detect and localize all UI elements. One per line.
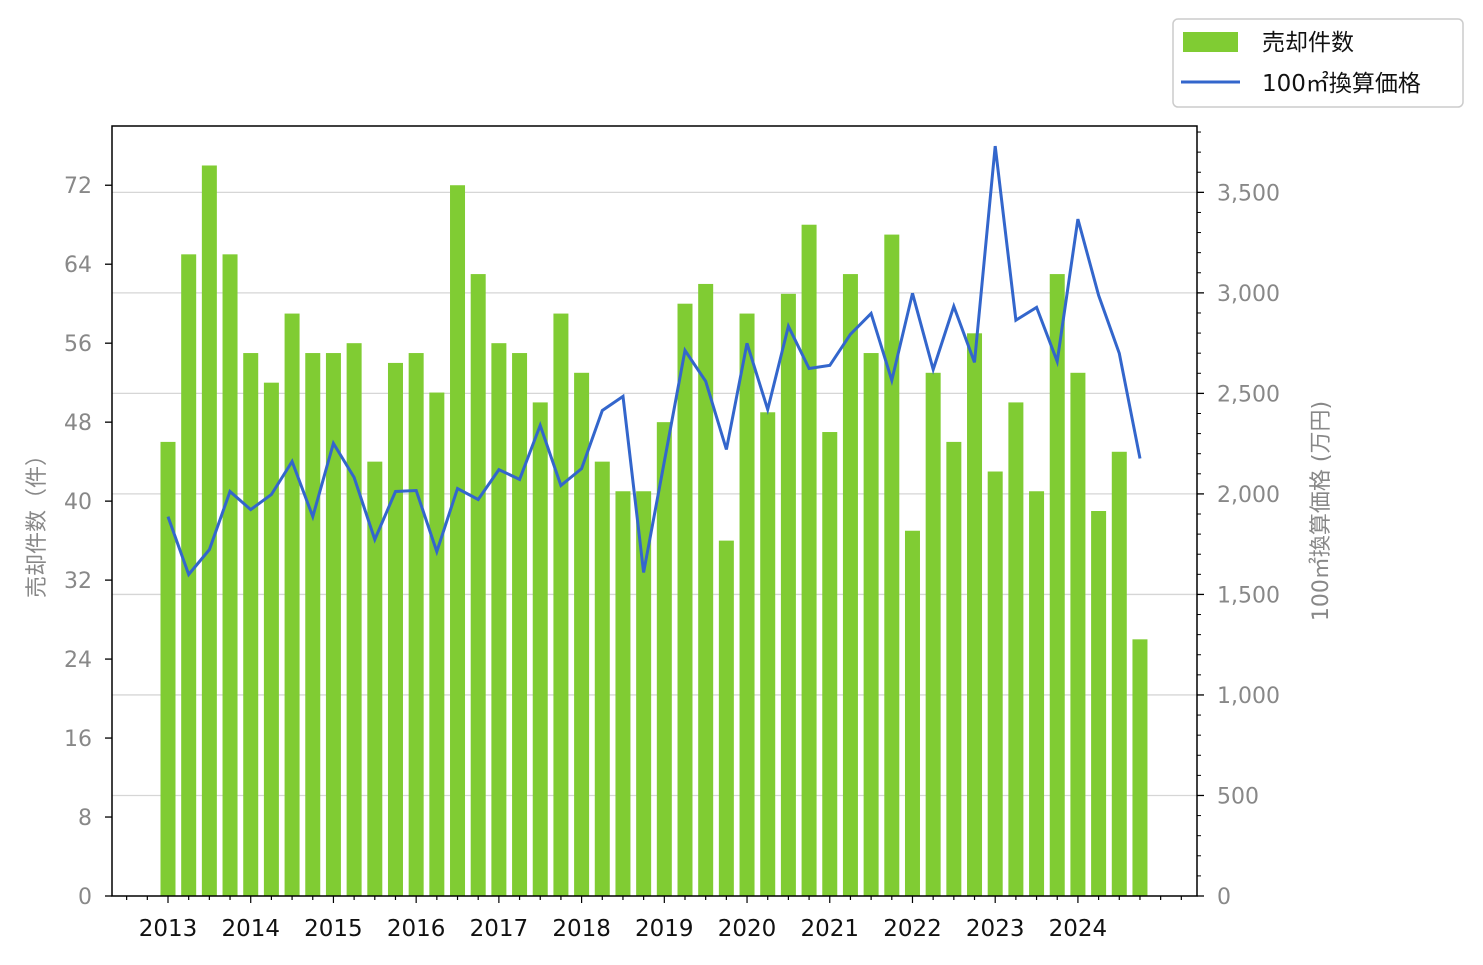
bar <box>1050 274 1065 896</box>
bar <box>967 333 982 896</box>
bar <box>719 541 734 896</box>
bar <box>781 294 796 896</box>
left-tick-label: 16 <box>64 727 92 752</box>
bar <box>264 383 279 896</box>
right-tick-label: 1,500 <box>1217 583 1280 608</box>
bar <box>1029 491 1044 896</box>
legend-label-bar: 売却件数 <box>1262 30 1354 56</box>
bar <box>409 353 424 896</box>
x-tick-label: 2016 <box>387 916 446 942</box>
bar <box>429 393 444 896</box>
left-tick-label: 40 <box>64 490 92 515</box>
x-axis: 2013 2014 2015 2016 2017 2018 2019 2020 2021 2022… <box>127 896 1182 942</box>
right-y-axis: 0 500 1,000 1,500 2,000 2,500 3,000 3,500 <box>1197 132 1280 910</box>
left-y-axis: 0 8 16 24 32 40 48 56 64 72 <box>64 174 112 910</box>
right-tick-label: 0 <box>1217 885 1231 910</box>
bar <box>161 442 176 896</box>
bar <box>243 353 258 896</box>
bar <box>347 343 362 896</box>
bar <box>760 412 775 896</box>
left-tick-label: 0 <box>78 885 92 910</box>
bar-series <box>161 165 1148 896</box>
x-tick-label: 2013 <box>139 916 198 942</box>
bar <box>1132 639 1147 896</box>
bar <box>926 373 941 896</box>
right-tick-label: 2,500 <box>1217 382 1280 407</box>
right-tick-label: 3,500 <box>1217 181 1280 206</box>
bar <box>326 353 341 896</box>
bar <box>1008 402 1023 896</box>
x-tick-label: 2022 <box>883 916 942 942</box>
bar <box>843 274 858 896</box>
legend-bar-swatch <box>1183 32 1238 52</box>
bar <box>285 314 300 896</box>
bar <box>864 353 879 896</box>
left-tick-label: 8 <box>78 806 92 831</box>
bar <box>988 472 1003 896</box>
bar <box>1112 452 1127 896</box>
x-tick-label: 2017 <box>470 916 529 942</box>
bar <box>740 314 755 896</box>
right-tick-label: 500 <box>1217 784 1259 809</box>
x-tick-label: 2023 <box>966 916 1025 942</box>
bar <box>223 254 238 896</box>
bar <box>491 343 506 896</box>
bar <box>553 314 568 896</box>
bar <box>388 363 403 896</box>
bar <box>615 491 630 896</box>
bar <box>946 442 961 896</box>
right-tick-label: 3,000 <box>1217 282 1280 307</box>
bar <box>1070 373 1085 896</box>
left-tick-label: 56 <box>64 332 92 357</box>
x-tick-label: 2014 <box>221 916 280 942</box>
bar <box>802 225 817 896</box>
right-tick-label: 1,000 <box>1217 684 1280 709</box>
x-tick-label: 2015 <box>304 916 363 942</box>
bar <box>471 274 486 896</box>
x-tick-label: 2019 <box>635 916 694 942</box>
bar <box>884 235 899 896</box>
bar <box>822 432 837 896</box>
x-tick-label: 2020 <box>718 916 777 942</box>
bar <box>533 402 548 896</box>
bar <box>678 304 693 896</box>
bar <box>595 462 610 896</box>
left-tick-label: 64 <box>64 253 92 278</box>
bar <box>905 531 920 896</box>
x-tick-label: 2021 <box>800 916 859 942</box>
bar <box>450 185 465 896</box>
right-tick-label: 2,000 <box>1217 483 1280 508</box>
legend-label-line: 100㎡換算価格 <box>1262 71 1421 97</box>
left-axis-label: 売却件数（件） <box>25 444 50 598</box>
bar <box>1091 511 1106 896</box>
x-tick-label: 2024 <box>1049 916 1108 942</box>
left-tick-label: 32 <box>64 569 92 594</box>
bar <box>305 353 320 896</box>
legend: 売却件数 100㎡換算価格 <box>1173 19 1463 107</box>
left-tick-label: 72 <box>64 174 92 199</box>
left-tick-label: 48 <box>64 411 92 436</box>
right-axis-label: 100㎡換算価格 (万円) <box>1308 401 1334 621</box>
bar <box>512 353 527 896</box>
x-tick-label: 2018 <box>552 916 611 942</box>
left-tick-label: 24 <box>64 648 92 673</box>
